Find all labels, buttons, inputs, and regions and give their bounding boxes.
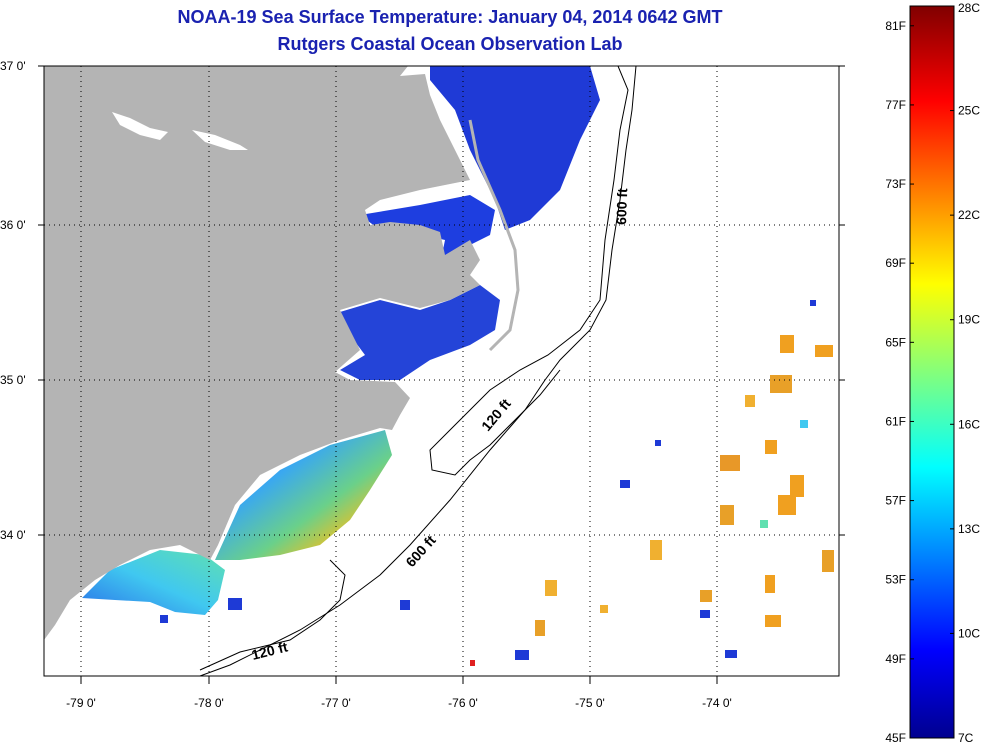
contour-120ft-north [429,66,629,476]
axis-ticks [38,65,845,684]
land-mass [44,66,480,640]
lon-label-76: -76 0' [448,696,478,710]
colorbar-f-label: 49F [885,652,906,666]
graticule [44,66,839,676]
colorbar-f-label: 53F [885,573,906,587]
colorbar-c-label: 19C [958,313,980,327]
lat-label-36: 36 0' [0,218,26,232]
colorbar-c-labels: 28C 25C 22C 19C 16C 13C 10C 7C [950,1,980,745]
colorbar-f-label: 45F [885,731,906,745]
contour-label-600ft-north: 600 ft [613,188,630,225]
colorbar-f-label: 73F [885,177,906,191]
inland-lake [192,130,248,150]
sst-northern-coastal-water [430,66,600,230]
colorbar-f-label: 69F [885,256,906,270]
outer-banks [468,119,520,352]
colorbar-f-label: 77F [885,98,906,112]
colorbar-c-label: 10C [958,626,980,640]
colorbar-f-label: 65F [885,335,906,349]
sst-pamlico-sound [330,285,500,380]
colorbar-gradient [909,5,955,739]
lon-label-77: -77 0' [321,696,351,710]
lon-label-79: -79 0' [66,696,96,710]
colorbar-c-label: 16C [958,417,980,431]
colorbar-c-label: 25C [958,104,980,118]
lat-label-34: 34 0' [0,528,26,542]
lon-label-74: -74 0' [702,696,732,710]
sst-onslow-bay-water [215,430,392,560]
colorbar-f-label: 61F [885,414,906,428]
colorbar-c-label: 13C [958,522,980,536]
sst-long-bay-water [82,550,225,615]
colorbar-f-labels: 81F 77F 73F 69F 65F 61F 57F 53F 49F 45F [885,19,914,745]
plot-frame [43,65,840,677]
lon-label-78: -78 0' [194,696,224,710]
colorbar-c-label: 7C [958,731,974,745]
lat-label-37: 37 0' [0,59,26,73]
contour-120ft-south [199,559,346,671]
contour-600ft [199,66,637,676]
colorbar-f-label: 57F [885,494,906,508]
lon-label-75: -75 0' [575,696,605,710]
colorbar-c-label: 22C [958,208,980,222]
colorbar-f-label: 81F [885,19,906,33]
chart-title: NOAA-19 Sea Surface Temperature: January… [177,7,723,27]
lat-label-35: 35 0' [0,373,26,387]
colorbar-c-label: 28C [958,1,980,15]
inland-lake [112,112,168,140]
chart-subtitle: Rutgers Coastal Ocean Observation Lab [277,34,623,54]
gulf-stream-patches [160,300,834,666]
